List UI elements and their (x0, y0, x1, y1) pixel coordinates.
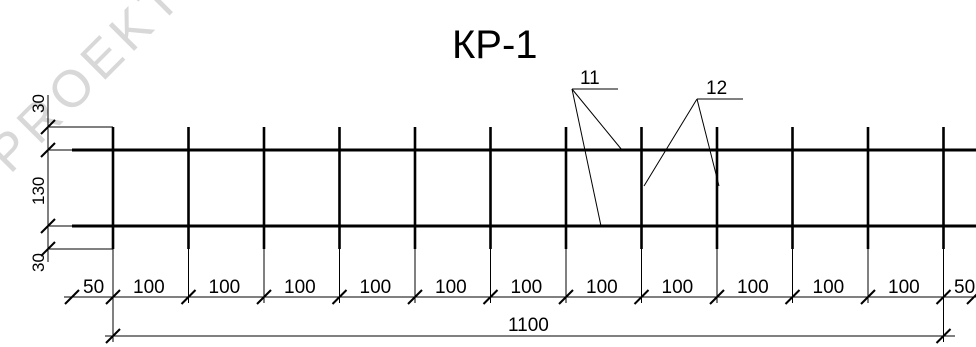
watermark: PROEKT (0, 0, 195, 183)
dimension-tick (40, 142, 56, 158)
callout-leader-11 (571, 88, 623, 151)
dimension-label: 100 (662, 277, 694, 298)
dimension-label: 100 (586, 277, 618, 298)
callout-leader-12 (696, 98, 720, 187)
dimension-tick (331, 289, 348, 305)
dimension-tick (482, 289, 499, 305)
callout-label-12: 12 (706, 78, 727, 99)
drawing-title: КР-1 (452, 23, 538, 67)
callout-label-11: 11 (580, 68, 600, 89)
dimension-label: 50 (83, 277, 104, 298)
dimension-label: 100 (360, 277, 392, 298)
dimension-tick (935, 328, 952, 344)
dimension-label: 100 (888, 277, 920, 298)
dimension-tick (256, 289, 272, 305)
dimension-tick (105, 289, 121, 305)
dimension-tick (966, 293, 976, 305)
callout-leader-12 (643, 98, 698, 187)
dimension-label: 100 (209, 277, 241, 298)
dimension-label: 50 (954, 277, 975, 298)
callout-leader-11 (571, 88, 602, 227)
dimension-label: 100 (813, 277, 845, 298)
dimension-tick (40, 241, 56, 257)
dimension-label: 100 (511, 277, 543, 298)
dimension-tick (558, 289, 574, 305)
dimension-label-overall: 1100 (508, 315, 549, 336)
dimension-tick (784, 289, 801, 305)
dimension-tick (105, 328, 121, 344)
drawing-lines (40, 88, 976, 344)
dimension-tick (709, 289, 725, 305)
dimension-tick (64, 289, 80, 305)
dimension-label-vertical: 130 (29, 177, 48, 205)
dimension-tick (860, 289, 876, 305)
dimension-label: 100 (435, 277, 467, 298)
dimension-tick (407, 289, 423, 305)
dimension-label-vertical: 30 (29, 94, 48, 113)
dimension-label: 100 (133, 277, 165, 298)
dimension-tick (180, 289, 197, 305)
dimension-label: 100 (737, 277, 769, 298)
dimension-tick (40, 119, 56, 135)
dimension-tick (633, 289, 650, 305)
dimension-label: 100 (284, 277, 316, 298)
dimension-labels: 30 130 30 50 100 100 100 100 100 100 100 100 100 100 1… (29, 68, 975, 336)
dimension-tick (935, 289, 952, 305)
dimension-tick (40, 218, 56, 234)
dimension-label-vertical: 30 (29, 253, 48, 272)
